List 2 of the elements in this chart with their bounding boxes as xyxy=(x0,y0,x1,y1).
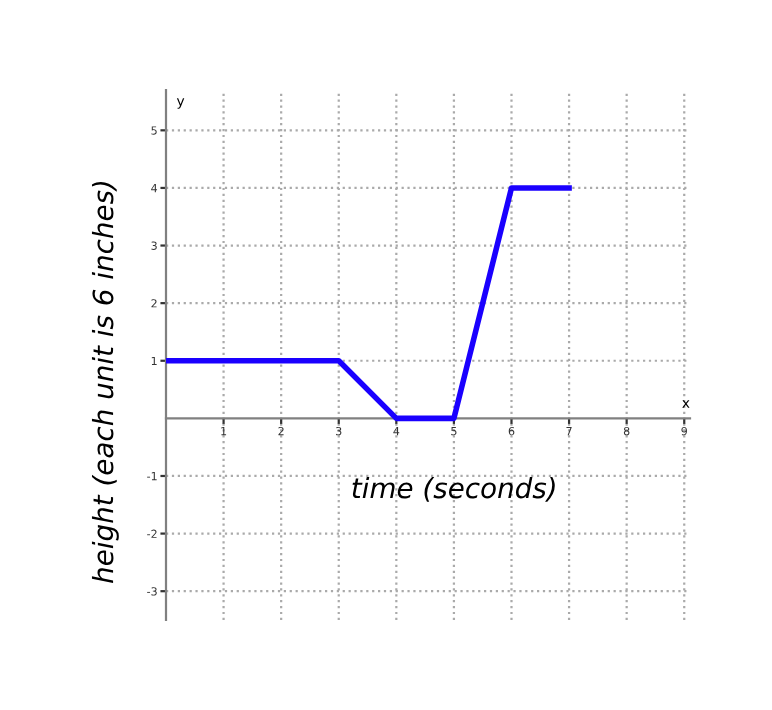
y-axis-title: height (each unit is 6 inches) xyxy=(91,181,119,583)
x-axis-title: time (seconds) xyxy=(352,476,555,502)
